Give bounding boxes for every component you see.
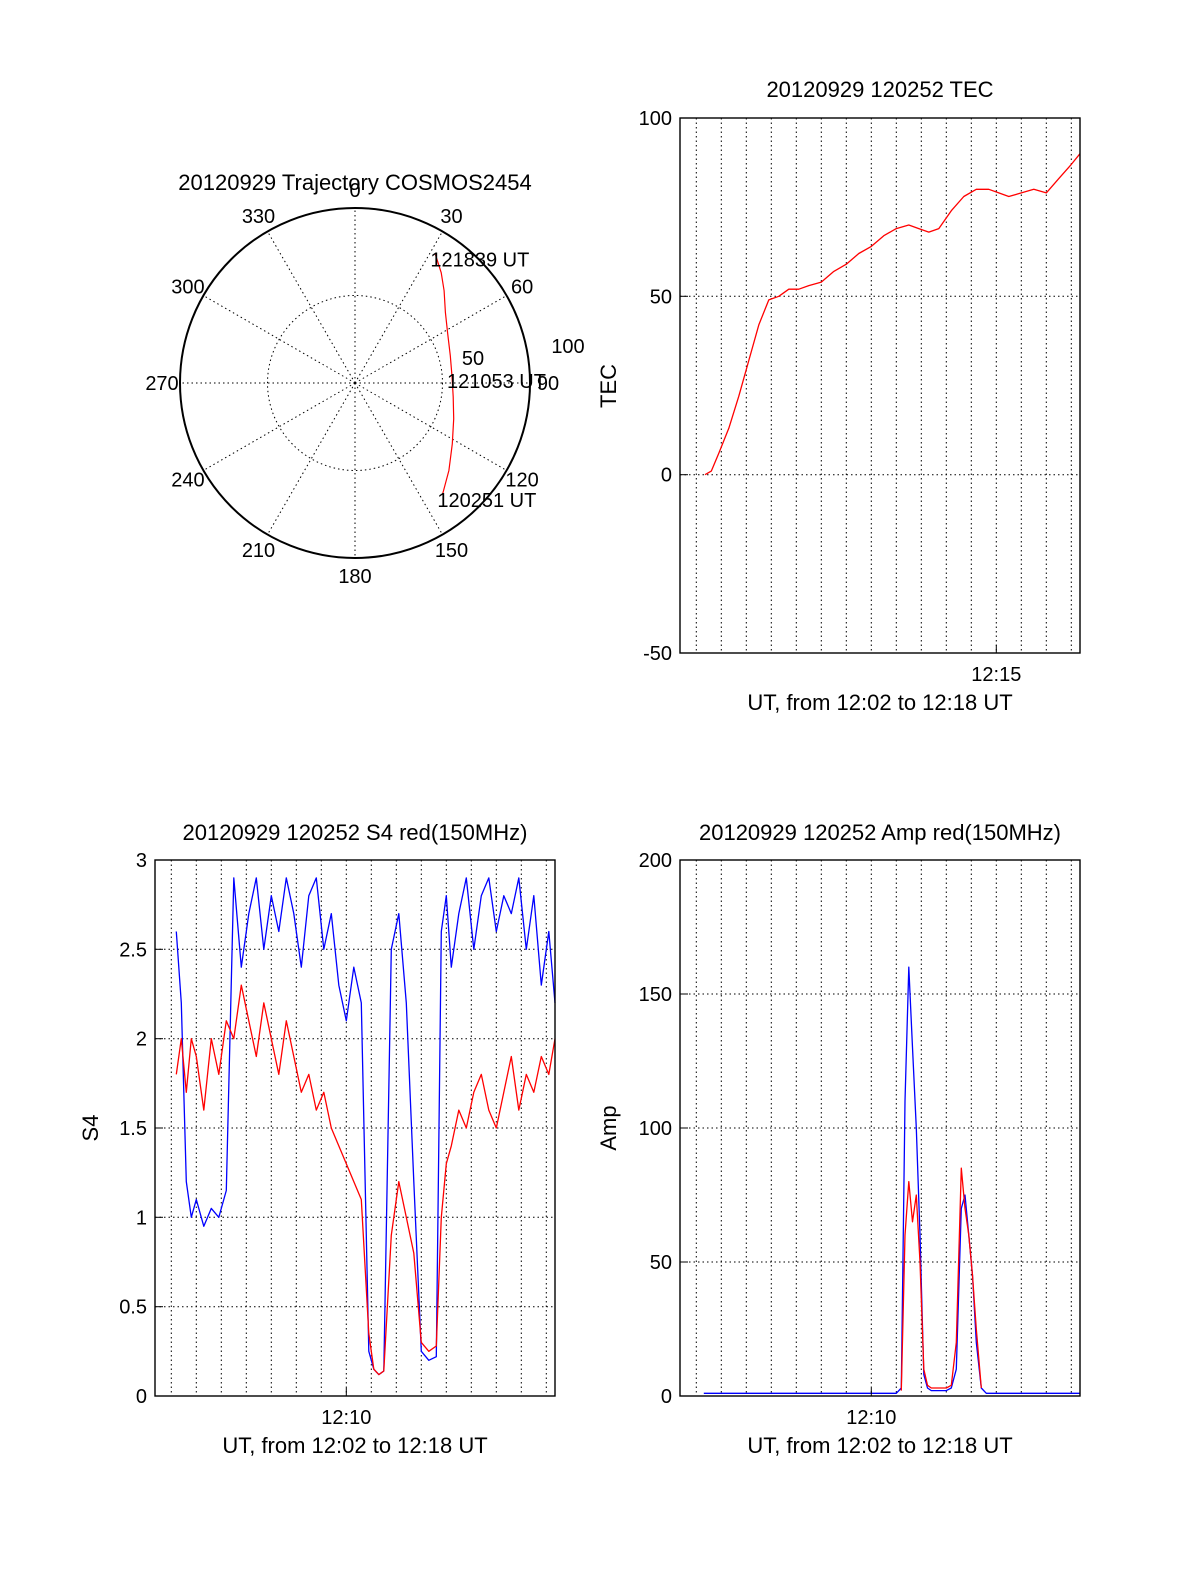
tec-x-ticks: 12:15 xyxy=(971,645,1021,686)
trajectory-azimuth-label: 330 xyxy=(242,206,275,228)
s4-ytick-label: 2 xyxy=(136,1029,147,1051)
amp-ylabel: Amp xyxy=(596,1105,621,1150)
trajectory-azimuth-label: 30 xyxy=(440,206,462,228)
amp-ytick-label: 50 xyxy=(650,1252,672,1274)
s4-title: 20120929 120252 S4 red(150MHz) xyxy=(183,820,528,845)
tec-ytick-label: 100 xyxy=(639,108,672,130)
s4-xlabel: UT, from 12:02 to 12:18 UT xyxy=(222,1433,487,1458)
amp-ytick-label: 200 xyxy=(639,850,672,872)
trajectory-azimuth-label: 180 xyxy=(338,566,371,588)
tec-series-red xyxy=(704,153,1081,476)
amp-series-red xyxy=(900,1167,982,1391)
tec-ylabel: TEC xyxy=(596,364,621,408)
amp-xtick-label: 12:10 xyxy=(846,1407,896,1429)
tec-ytick-label: 50 xyxy=(650,286,672,308)
s4-ytick-label: 0.5 xyxy=(119,1297,147,1319)
s4-series-red xyxy=(175,984,556,1376)
s4-ytick-label: 2.5 xyxy=(119,939,147,961)
amp-ytick-label: 100 xyxy=(639,1118,672,1140)
trajectory-azimuth-label: 300 xyxy=(171,277,204,299)
tec-xtick-label: 12:15 xyxy=(971,664,1021,686)
s4-x-ticks: 12:10 xyxy=(321,1388,371,1429)
trajectory-azimuth-label: 270 xyxy=(145,373,178,395)
amp-title: 20120929 120252 Amp red(150MHz) xyxy=(699,820,1061,845)
trajectory-azimuth-label: 150 xyxy=(435,540,468,562)
s4-ytick-label: 1 xyxy=(136,1207,147,1229)
s4-ytick-label: 1.5 xyxy=(119,1118,147,1140)
tec-frame xyxy=(679,117,1081,654)
trajectory-azimuth-label: 120 xyxy=(505,470,538,492)
tec-y-ticks: -50 0 50 100 xyxy=(639,108,688,665)
amp-series xyxy=(703,966,1080,1394)
trajectory-time-label: 120251 UT xyxy=(437,490,536,512)
amp-ytick-label: 0 xyxy=(661,1386,672,1408)
trajectory-panel: 20120929 Trajectory COSMOS2454 030609012… xyxy=(145,170,584,588)
trajectory-spoke xyxy=(203,382,356,471)
trajectory-ring xyxy=(267,295,443,471)
trajectory-azimuth-label: 240 xyxy=(171,470,204,492)
trajectory-azimuth-label: 210 xyxy=(242,540,275,562)
trajectory-radial-label: 50 xyxy=(462,348,484,370)
trajectory-spoke xyxy=(267,382,356,535)
tec-ytick-label: -50 xyxy=(643,643,672,665)
s4-ylabel: S4 xyxy=(78,1115,103,1142)
trajectory-time-label: 121053 UT xyxy=(447,371,546,393)
amp-y-ticks: 0 50 100 150 200 xyxy=(639,850,688,1408)
s4-series xyxy=(175,877,556,1376)
trajectory-azimuth-label: 60 xyxy=(511,277,533,299)
trajectory-azimuth-label: 0 xyxy=(349,180,360,202)
tec-series xyxy=(704,153,1081,476)
trajectory-time-label: 121839 UT xyxy=(430,249,529,271)
tec-xlabel: UT, from 12:02 to 12:18 UT xyxy=(747,690,1012,715)
amp-grid xyxy=(680,859,1080,1397)
amp-panel: 20120929 120252 Amp red(150MHz) 0 50 100 15… xyxy=(596,820,1081,1458)
trajectory-spoke xyxy=(354,231,443,384)
s4-series-blue xyxy=(175,877,556,1376)
trajectory-grid xyxy=(180,208,530,558)
trajectory-azimuth-label: 90 xyxy=(537,373,559,395)
trajectory-track: 121839 UT 121053 UT 120251 UT xyxy=(430,249,546,512)
s4-ytick-label: 0 xyxy=(136,1386,147,1408)
tec-title: 20120929 120252 TEC xyxy=(766,77,993,102)
trajectory-radial-labels: 50 100 xyxy=(462,336,585,370)
trajectory-line xyxy=(434,254,455,496)
s4-y-ticks: 0 0.5 1 1.5 2 2.5 3 xyxy=(119,850,163,1408)
s4-ytick-label: 3 xyxy=(136,850,147,872)
trajectory-outer-circle xyxy=(179,207,531,559)
amp-x-ticks: 12:10 xyxy=(846,1388,896,1429)
tec-ytick-label: 0 xyxy=(661,465,672,487)
trajectory-azimuth-labels: 0 30 60 90 120 150 180 210 240 270 300 330 xyxy=(145,180,559,588)
tec-grid xyxy=(680,117,1080,654)
trajectory-radial-label: 100 xyxy=(551,336,584,358)
trajectory-title: 20120929 Trajectory COSMOS2454 xyxy=(178,170,531,195)
s4-xtick-label: 12:10 xyxy=(321,1407,371,1429)
s4-grid xyxy=(155,859,555,1397)
amp-series-blue xyxy=(703,966,1080,1394)
amp-ytick-label: 150 xyxy=(639,984,672,1006)
amp-xlabel: UT, from 12:02 to 12:18 UT xyxy=(747,1433,1012,1458)
s4-panel: 20120929 120252 S4 red(150MHz) 0 0.5 1 1.5 2… xyxy=(78,820,556,1458)
